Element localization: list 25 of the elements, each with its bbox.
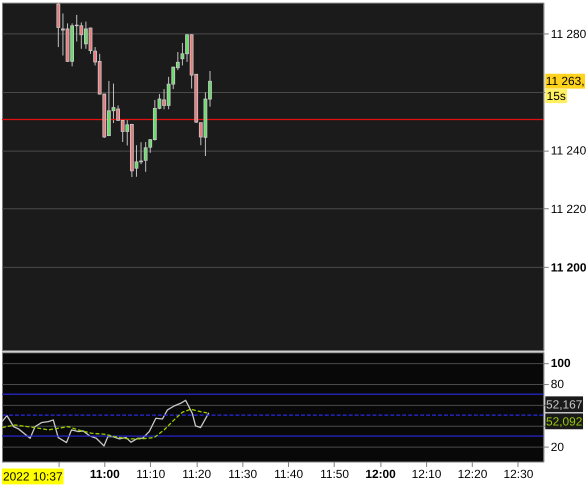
- x-tick-label: 12:30: [504, 466, 534, 481]
- line-series: [1, 408, 208, 440]
- x-tick-label: 11:50: [320, 466, 350, 481]
- x-tick-label: 11:10: [136, 466, 166, 481]
- y-tick-label: 11 280: [550, 26, 587, 41]
- y-tick-label: 100: [550, 356, 571, 370]
- x-tick-label: 12:20: [458, 466, 488, 481]
- text: 2022 10:37: [2, 469, 63, 484]
- y-tick-label: 11 220: [550, 202, 587, 216]
- x-tick-label: 12:00: [365, 466, 396, 481]
- x-tick-label: 11:20: [182, 466, 212, 481]
- x-tick-label: 11:40: [274, 466, 304, 481]
- y-tick-label: 80: [550, 377, 564, 392]
- x-tick-label: 12:10: [412, 466, 442, 481]
- line-series: [1, 400, 210, 447]
- y-tick-label: 11 240: [550, 144, 587, 158]
- text: 52,167: [546, 397, 583, 412]
- text: 11 263,: [546, 74, 585, 88]
- x-tick-label: 11:30: [228, 466, 258, 481]
- x-tick-label: 11:00: [90, 466, 120, 481]
- text: 15s: [546, 89, 566, 104]
- text: 52,092: [546, 414, 583, 428]
- y-tick-label: 11 200: [550, 260, 587, 274]
- candlestick: [56, 2, 60, 48]
- y-tick-label: 20: [550, 440, 564, 454]
